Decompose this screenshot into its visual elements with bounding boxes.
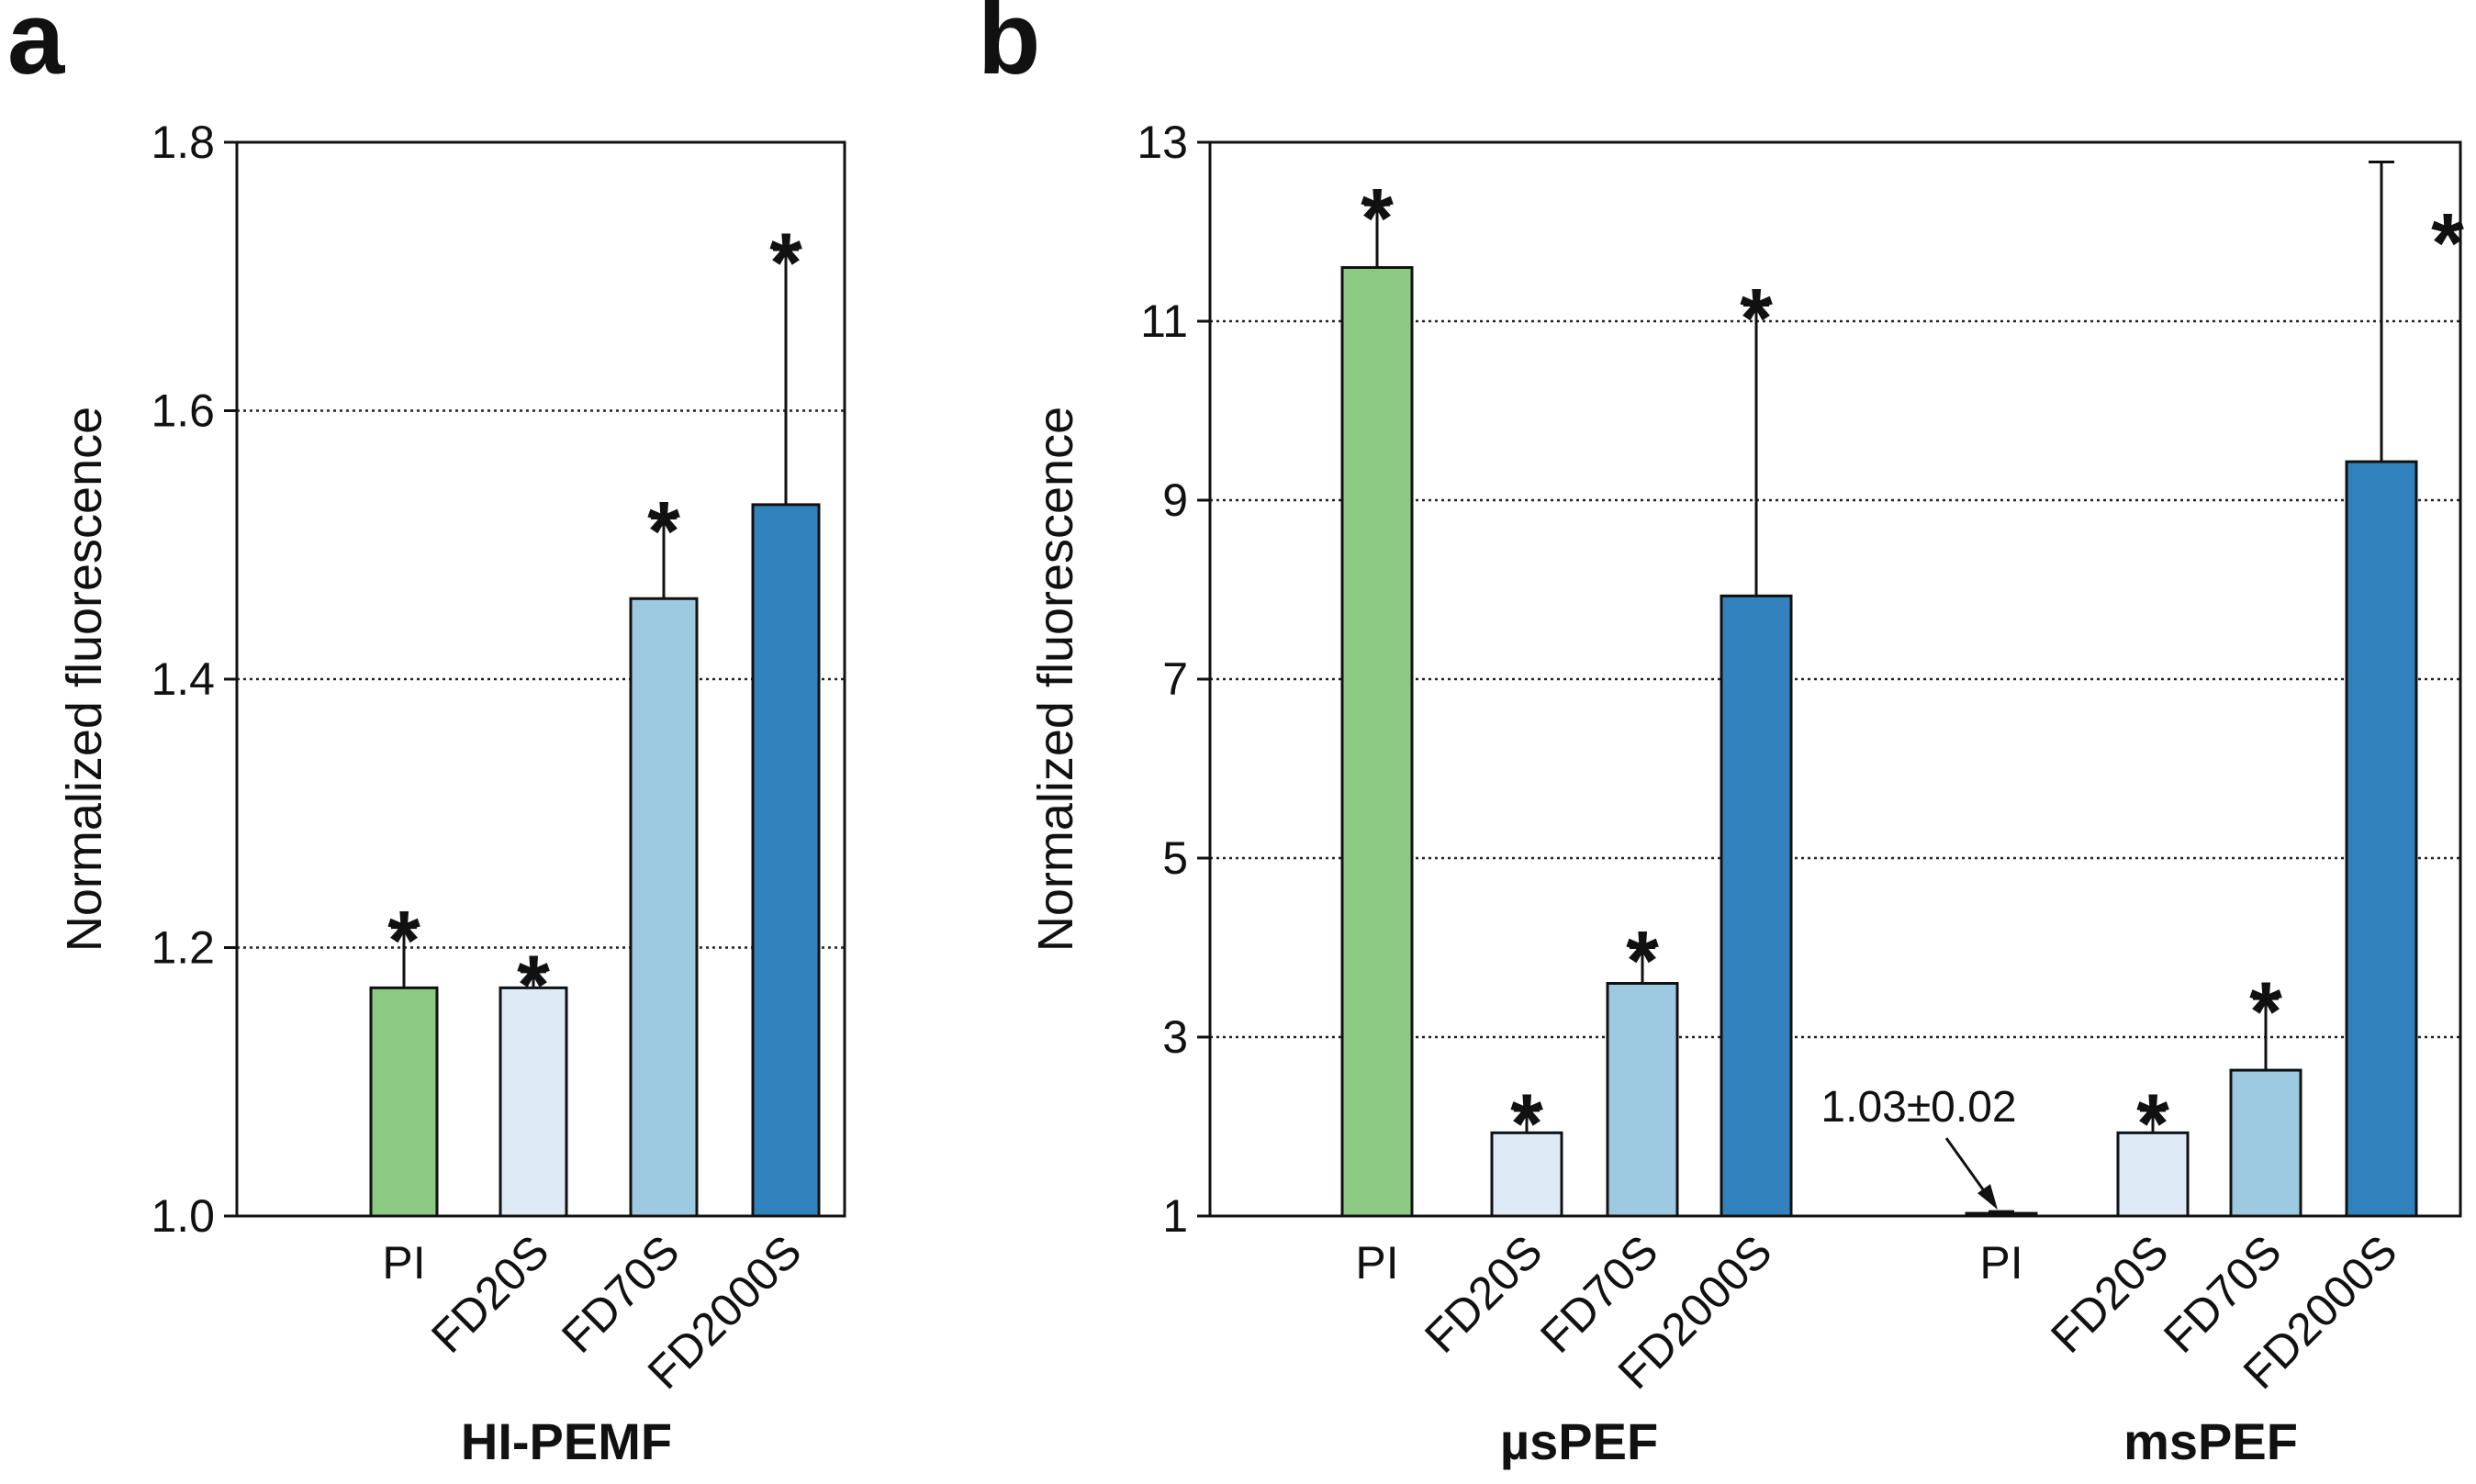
x-category-label: FD20S [1415, 1225, 1552, 1363]
significance-marker: * [2136, 1077, 2169, 1171]
y-tick-label: 1.0 [151, 1190, 215, 1242]
significance-marker: * [2431, 196, 2464, 290]
panel-letter: b [978, 0, 1040, 95]
y-axis-label: Normalized fluorescence [57, 407, 112, 952]
y-tick-label: 3 [1162, 1011, 1188, 1063]
x-category-label: PI [1355, 1237, 1398, 1289]
value-annotation: 1.03±0.02 [1821, 1083, 2016, 1132]
y-tick-label: 13 [1137, 117, 1188, 168]
panel-a: a 1.0 1.2 1.4 1.6 1.8 Normalized fluorescence *… [7, 0, 846, 1470]
x-category-label: FD20S [421, 1225, 559, 1363]
significance-marker: * [1740, 272, 1773, 365]
significance-marker: * [1626, 915, 1659, 1009]
arrow-head [1977, 1184, 1998, 1211]
bar [629, 597, 699, 1218]
y-tick-label: 11 [1140, 296, 1188, 347]
bar [2345, 460, 2418, 1218]
bar [1340, 266, 1414, 1218]
y-tick-label: 1.6 [151, 385, 215, 437]
bar [1965, 1211, 2038, 1218]
significance-marker: * [647, 485, 680, 579]
panel-letter: a [7, 0, 65, 95]
significance-marker: * [1361, 172, 1394, 265]
bar [2229, 1068, 2302, 1218]
bar [499, 986, 568, 1218]
plot-frame [1208, 140, 2462, 1218]
significance-marker: * [1510, 1077, 1543, 1171]
x-category-label: PI [382, 1237, 425, 1289]
bar [369, 986, 439, 1218]
y-tick-label: 5 [1162, 832, 1188, 884]
y-tick-label: 1 [1162, 1190, 1188, 1242]
bar [2116, 1131, 2190, 1218]
significance-marker: * [387, 895, 420, 988]
x-category-label: FD20S [2041, 1225, 2179, 1363]
y-tick-label: 1.4 [151, 653, 215, 705]
bar [1720, 594, 1793, 1218]
y-tick-label: 1.2 [151, 922, 215, 974]
bar [751, 503, 821, 1218]
significance-marker: * [2249, 965, 2282, 1059]
significance-marker: * [517, 939, 550, 1032]
y-tick-label: 9 [1162, 474, 1188, 526]
bar [1606, 982, 1679, 1218]
y-axis-label: Normalized fluorescence [1028, 407, 1083, 952]
y-tick-label: 7 [1162, 653, 1188, 705]
group-label: µsPEF [1500, 1412, 1658, 1470]
significance-marker: * [769, 217, 802, 310]
y-tick-label: 1.8 [151, 117, 215, 168]
x-category-label: PI [1979, 1237, 2022, 1289]
group-label: HI-PEMF [461, 1412, 672, 1470]
group-label: msPEF [2123, 1412, 2298, 1470]
